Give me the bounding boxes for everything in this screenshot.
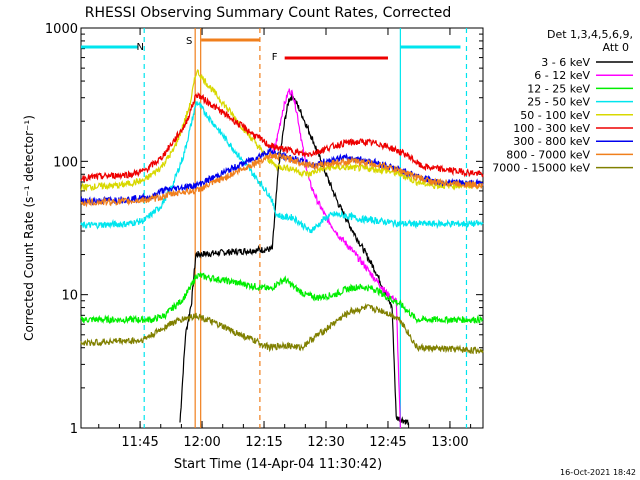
- legend-label-0: 3 - 6 keV: [541, 56, 590, 69]
- flag-label-f: F: [272, 52, 278, 63]
- y-tick-label: 1: [70, 422, 78, 437]
- legend-label-7: 800 - 7000 keV: [506, 148, 590, 161]
- series-line-2: [80, 271, 483, 325]
- footer-date: 16-Oct-2021 18:42: [560, 468, 636, 477]
- x-tick-label: 12:45: [369, 435, 406, 450]
- flag-label-n: N: [136, 42, 143, 53]
- x-tick-label: 12:15: [245, 435, 282, 450]
- x-axis-label: Start Time (14-Apr-04 11:30:42): [174, 457, 382, 472]
- x-tick-label: 12:30: [307, 435, 344, 450]
- legend-header-line-2: Att 0: [603, 41, 629, 54]
- flag-label-s: S: [186, 36, 192, 47]
- legend-label-6: 300 - 800 keV: [513, 135, 590, 148]
- plot-frame: [80, 27, 484, 429]
- series-line-7: [80, 150, 484, 208]
- x-tick-label: 13:00: [431, 435, 468, 450]
- plot-area: 1 10 100 1000 11:45 12:00 12:15 12:30 12:45 13:00…: [45, 22, 484, 450]
- y-tick-label: 10: [61, 289, 78, 304]
- legend-label-5: 100 - 300 keV: [513, 122, 590, 135]
- chart-title: RHESSI Observing Summary Count Rates, Co…: [85, 5, 451, 21]
- legend-label-1: 6 - 12 keV: [534, 69, 590, 82]
- legend-label-2: 12 - 25 keV: [527, 82, 590, 95]
- series-line-8: [80, 302, 484, 355]
- legend-label-3: 25 - 50 keV: [527, 96, 590, 109]
- series-line-3: [80, 100, 484, 234]
- x-tick-label: 11:45: [121, 435, 158, 450]
- series-line-1: [269, 88, 401, 429]
- y-tick-label: 1000: [45, 22, 78, 37]
- x-tick-label: 12:00: [183, 435, 220, 450]
- legend-header-line-1: Det 1,3,4,5,6,9,: [547, 28, 633, 41]
- y-tick-label: 100: [53, 155, 78, 170]
- series-line-5: [80, 91, 484, 183]
- legend-label-4: 50 - 100 keV: [520, 109, 590, 122]
- y-axis-label: Corrected Count Rate (s⁻¹ detector⁻¹): [22, 115, 36, 341]
- legend-label-8: 7000 - 15000 keV: [492, 162, 590, 175]
